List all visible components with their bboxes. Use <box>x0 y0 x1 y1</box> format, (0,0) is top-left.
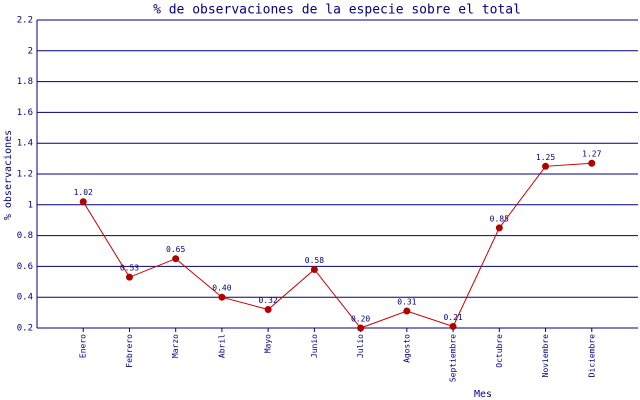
x-tick-label: Octubre <box>495 334 504 368</box>
data-point <box>125 273 133 281</box>
data-point <box>79 198 87 206</box>
y-tick-label: 0.2 <box>17 324 33 334</box>
x-tick-label: Junio <box>310 334 319 358</box>
x-axis-label: Mes <box>474 389 492 400</box>
data-label: 0.40 <box>212 284 231 293</box>
y-axis-label: % observaciones <box>3 130 14 220</box>
data-point <box>449 322 457 330</box>
data-line <box>82 162 592 329</box>
data-point <box>172 255 180 263</box>
data-label: 0.58 <box>305 256 324 265</box>
y-tick-label: 0.8 <box>17 231 33 241</box>
x-tick-label: Abril <box>217 334 226 358</box>
data-label: 1.25 <box>536 153 555 162</box>
x-tick-label: Julio <box>356 334 365 358</box>
data-point <box>588 159 596 167</box>
data-label: 1.02 <box>74 188 93 197</box>
x-tick-label: Enero <box>79 334 88 358</box>
y-tick-label: 2.2 <box>17 16 33 26</box>
chart-title: % de observaciones de la especie sobre e… <box>153 3 521 18</box>
x-tick-label: Diciembre <box>587 334 596 378</box>
x-tick-label: Marzo <box>171 334 180 358</box>
x-tick-label: Agosto <box>402 334 411 363</box>
data-point <box>495 224 503 232</box>
y-tick-label: 1 <box>28 200 33 210</box>
y-tick-label: 1.4 <box>17 139 33 149</box>
data-point <box>264 306 272 314</box>
data-label: 0.53 <box>120 264 139 273</box>
data-point <box>403 307 411 315</box>
data-label: 0.65 <box>166 245 185 254</box>
x-tick-label: Mayo <box>264 334 273 353</box>
data-label: 0.32 <box>259 296 278 305</box>
y-tick-label: 1.2 <box>17 170 33 180</box>
x-tick-label: Septiembre <box>449 334 458 382</box>
data-point <box>218 293 226 301</box>
y-tick-label: 0.4 <box>17 293 33 303</box>
data-label: 0.21 <box>443 313 462 322</box>
data-point <box>310 265 318 273</box>
x-tick-label: Noviembre <box>541 334 550 378</box>
data-label: 0.20 <box>351 315 370 324</box>
data-point <box>357 324 365 332</box>
y-tick-label: 1.8 <box>17 77 33 87</box>
y-tick-label: 1.6 <box>17 108 33 118</box>
y-tick-label: 2 <box>28 46 33 56</box>
data-point <box>542 162 550 170</box>
data-label: 0.31 <box>397 298 416 307</box>
data-label: 1.27 <box>582 150 601 159</box>
x-tick-label: Febrero <box>125 334 134 368</box>
y-tick-label: 0.6 <box>17 262 33 272</box>
data-label: 0.85 <box>490 214 509 223</box>
